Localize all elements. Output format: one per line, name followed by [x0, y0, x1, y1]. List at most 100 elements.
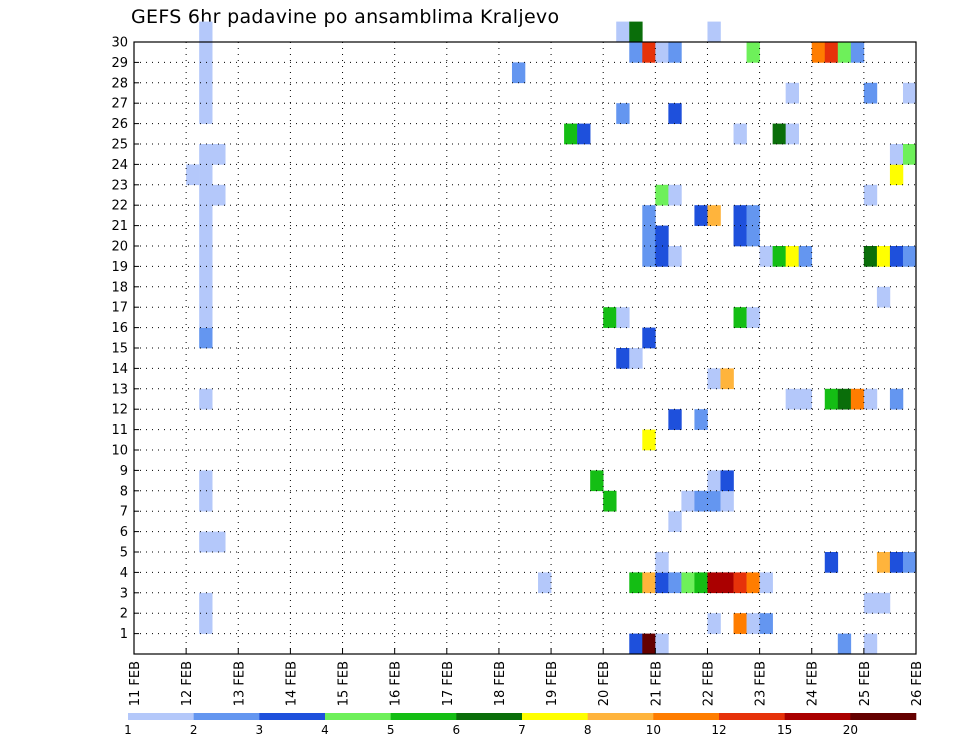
- cell-21-feb-06z-m26: [668, 103, 682, 124]
- cell-22-feb-12z-m25: [733, 123, 747, 145]
- x-axis: 11 FEB 12 FEB 13 FEB 14 FEB 15 FEB 16 FEB 17 F…: [128, 648, 925, 706]
- cell-22-feb-12z-m3: [733, 572, 747, 594]
- y-tick-label: 28: [111, 76, 128, 91]
- y-tick-label: 17: [111, 301, 128, 316]
- y-tick-label: 29: [111, 56, 128, 71]
- cell-12-feb-00z-m23: [186, 164, 200, 186]
- cell-23-feb-06z-m25: [772, 123, 786, 145]
- colorbar-swatch: [784, 713, 851, 720]
- cell-12-feb-12z-m5: [212, 531, 226, 553]
- cell-12-feb-06z-m12: [199, 388, 213, 410]
- cell-20-feb-12z-m3: [629, 572, 643, 594]
- x-tick-label: 12 FEB: [180, 661, 195, 706]
- cell-22-feb-18z-m1: [746, 613, 760, 634]
- cell-25-feb-00z-m19: [863, 246, 878, 267]
- cell-20-feb-12z-m30: [629, 21, 643, 43]
- cell-22-feb-12z-m16: [733, 307, 747, 328]
- cell-21-feb-12z-m7: [681, 490, 695, 512]
- cell-22-feb-06z-m3: [720, 572, 734, 594]
- colorbar-swatch: [128, 713, 194, 720]
- colorbar-swatch: [325, 713, 391, 720]
- y-tick-label: 6: [120, 525, 128, 540]
- cell-21-feb-06z-m3: [668, 572, 682, 594]
- colorbar-swatch: [522, 713, 588, 720]
- cell-25-feb-12z-m24: [889, 144, 904, 165]
- y-tick-label: 19: [111, 260, 128, 275]
- cell-12-feb-06z-m1: [199, 613, 213, 634]
- y-tick-label: 15: [111, 342, 128, 357]
- cell-19-feb-06z-m25: [564, 123, 578, 145]
- y-tick-label: 8: [120, 484, 128, 499]
- cell-25-feb-12z-m12: [889, 388, 904, 410]
- x-tick-label: 19 FEB: [545, 661, 560, 706]
- cell-20-feb-18z-m15: [642, 327, 656, 349]
- y-tick-label: 18: [111, 280, 128, 295]
- cell-22-feb-12z-m1: [733, 613, 747, 634]
- cell-25-feb-18z-m27: [902, 82, 917, 104]
- cell-22-feb-18z-m20: [746, 225, 760, 247]
- cell-22-feb-00z-m30: [707, 21, 721, 43]
- cell-12-feb-06z-m2: [199, 592, 213, 614]
- colorbar-label: 3: [256, 723, 264, 737]
- y-tick-label: 20: [111, 240, 128, 255]
- cell-24-feb-00z-m29: [811, 42, 826, 63]
- cell-25-feb-18z-m24: [902, 144, 917, 165]
- cell-20-feb-18z-m10: [642, 429, 656, 451]
- y-tick-label: 1: [120, 627, 128, 642]
- colorbar: 1 2 3 4 5 6 7 8 10 12 15 20: [124, 713, 917, 737]
- cell-21-feb-06z-m11: [668, 409, 682, 430]
- y-tick-label: 4: [120, 566, 128, 581]
- cell-25-feb-12z-m23: [889, 164, 904, 186]
- colorbar-swatch: [259, 713, 326, 720]
- cell-12-feb-06z-m28: [199, 62, 213, 84]
- x-tick-label: 23 FEB: [754, 661, 769, 706]
- cell-12-feb-12z-m22: [212, 184, 226, 206]
- colorbar-label: 2: [190, 723, 198, 737]
- y-tick-label: 5: [120, 546, 128, 561]
- cell-21-feb-00z-m0: [655, 633, 669, 655]
- cell-24-feb-18z-m12: [850, 388, 865, 410]
- cell-18-feb-06z-m28: [511, 62, 526, 84]
- x-tick-label: 11 FEB: [128, 661, 143, 706]
- colorbar-label: 7: [518, 723, 526, 737]
- y-tick-label: 11: [111, 423, 128, 438]
- cell-22-feb-12z-m21: [733, 205, 747, 226]
- cell-20-feb-06z-m14: [616, 348, 630, 369]
- x-tick-label: 14 FEB: [284, 661, 299, 706]
- cell-23-feb-00z-m19: [759, 246, 773, 267]
- cell-25-feb-18z-m4: [902, 552, 917, 573]
- colorbar-swatch: [850, 713, 917, 720]
- colorbar-swatch: [653, 713, 720, 720]
- colorbar-label: 1: [124, 723, 132, 737]
- cell-22-feb-00z-m21: [707, 205, 721, 226]
- cell-12-feb-12z-m24: [212, 144, 226, 165]
- cell-22-feb-18z-m3: [746, 572, 760, 594]
- cell-23-feb-18z-m12: [798, 388, 813, 410]
- cell-25-feb-00z-m27: [863, 82, 878, 104]
- cell-12-feb-06z-m24: [199, 144, 213, 165]
- cell-22-feb-00z-m8: [707, 470, 721, 492]
- cell-22-feb-18z-m16: [746, 307, 760, 328]
- x-tick-label: 16 FEB: [389, 661, 404, 706]
- cell-20-feb-06z-m30: [616, 21, 630, 43]
- cell-12-feb-06z-m23: [199, 164, 213, 186]
- cell-22-feb-12z-m20: [733, 225, 747, 247]
- y-tick-label: 9: [120, 464, 128, 479]
- x-tick-label: 15 FEB: [337, 661, 352, 706]
- cell-21-feb-18z-m11: [694, 409, 708, 430]
- cell-25-feb-06z-m2: [876, 592, 891, 614]
- cell-24-feb-18z-m29: [850, 42, 865, 63]
- cell-23-feb-00z-m3: [759, 572, 773, 594]
- colorbar-swatch: [456, 713, 523, 720]
- cell-23-feb-12z-m25: [785, 123, 799, 145]
- cell-18-feb-18z-m3: [538, 572, 552, 594]
- cell-20-feb-12z-m0: [629, 633, 643, 655]
- y-tick-label: 23: [111, 178, 128, 193]
- cell-12-feb-06z-m18: [199, 266, 213, 288]
- cell-22-feb-18z-m21: [746, 205, 760, 226]
- cell-12-feb-06z-m26: [199, 103, 213, 124]
- y-tick-label: 7: [120, 505, 128, 520]
- cell-22-feb-00z-m3: [707, 572, 721, 594]
- cell-20-feb-00z-m7: [603, 490, 617, 512]
